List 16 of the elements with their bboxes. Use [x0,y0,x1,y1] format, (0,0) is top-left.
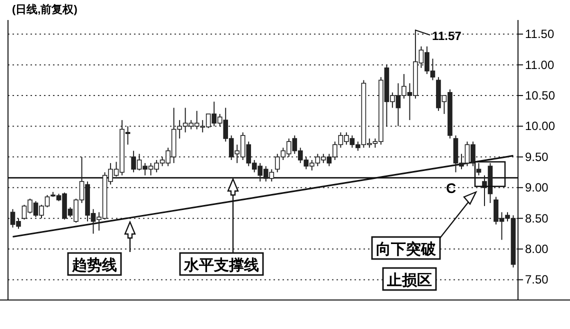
annotation: 趋势线 [71,257,117,274]
annotation: 水平支撑线 [183,257,259,274]
y-tick-label: 9.00 [525,180,549,195]
y-tick-label: 9.50 [525,150,549,164]
annotation: 止损区 [386,272,432,289]
annotation: C [446,180,456,196]
chart-title: (日线,前复权) [12,3,78,16]
y-tick-label: 11.00 [525,58,554,72]
y-tick-label: 10.50 [525,88,556,103]
y-tick-label: 10.00 [525,119,556,134]
y-tick-label: 8.00 [525,242,549,256]
y-tick-label: 11.50 [525,27,554,42]
y-tick-label: 7.50 [525,272,549,287]
y-tick-label: 8.50 [525,211,549,226]
annotation: 11.57 [432,29,462,43]
annotation: 向下突破 [376,240,437,258]
